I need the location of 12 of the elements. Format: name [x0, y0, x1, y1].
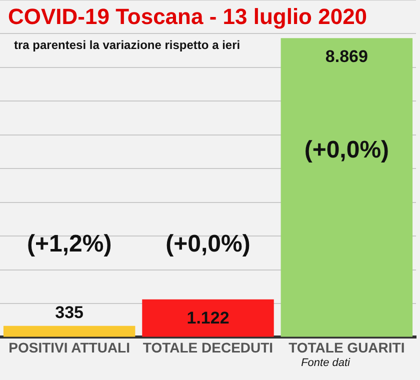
- annotation: (+1,2%): [26, 230, 112, 258]
- x-tick-label: POSITIVI ATTUALI: [8, 339, 130, 356]
- annotation: (+0,0%): [166, 230, 250, 258]
- chart-title: COVID-19 Toscana - 13 luglio 2020: [8, 4, 368, 30]
- annotation: (+0,0%): [304, 136, 390, 164]
- x-tick-label: TOTALE GUARITI: [288, 339, 405, 356]
- data-label: 335: [55, 302, 84, 322]
- data-label: 8.869: [325, 47, 368, 66]
- data-label: 1.122: [186, 308, 230, 328]
- text: tra parentesi la variazione rispetto a ieri: [14, 38, 240, 52]
- source-note: Fonte dati: [301, 357, 350, 369]
- x-tick-label: TOTALE DECEDUTI: [142, 339, 274, 356]
